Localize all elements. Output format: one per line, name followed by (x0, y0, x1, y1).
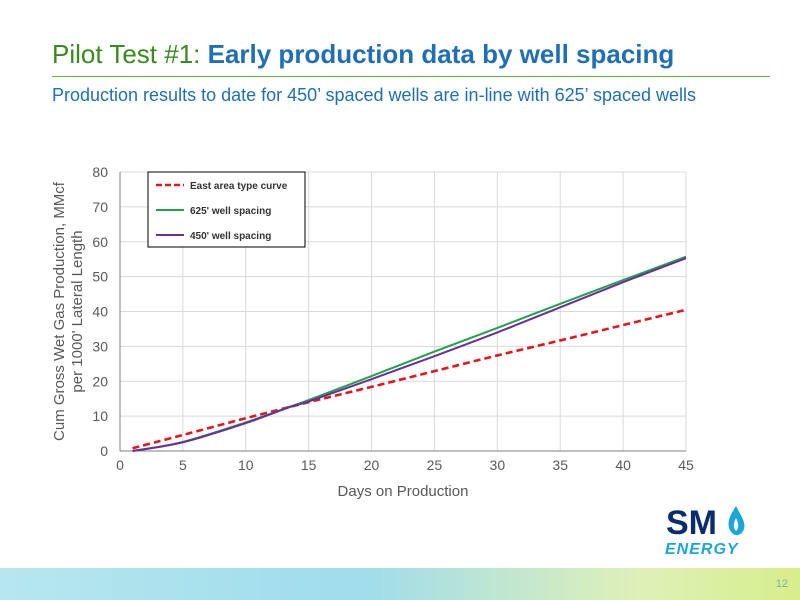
x-tick-label: 0 (116, 457, 124, 473)
y-tick-label: 50 (92, 269, 108, 285)
x-tick-label: 40 (615, 457, 631, 473)
slide-title: Pilot Test #1: Early production data by … (52, 38, 674, 70)
title-prefix: Pilot Test #1: (52, 39, 208, 69)
series-line-2 (132, 257, 687, 452)
page-number: 12 (775, 578, 788, 590)
x-tick-label: 30 (490, 457, 506, 473)
title-divider (52, 76, 770, 77)
legend-label-1: 625' well spacing (190, 206, 271, 217)
logo-top-text: SM (666, 504, 717, 542)
y-tick-label: 20 (92, 373, 108, 389)
legend-label-2: 450' well spacing (190, 231, 271, 242)
x-tick-label: 15 (301, 457, 317, 473)
slide-subtitle: Production results to date for 450’ spac… (52, 85, 697, 105)
x-tick-label: 35 (552, 457, 568, 473)
footer-band (0, 568, 800, 600)
x-tick-label: 20 (364, 457, 380, 473)
y-tick-label: 80 (92, 164, 108, 180)
production-chart: 0 5 10 15 20 25 30 35 40 45 0 10 20 30 40 50 60 70 80 Days … (51, 164, 694, 500)
series-line-1 (132, 255, 687, 452)
x-tick-label: 10 (238, 457, 254, 473)
logo-bottom-text: ENERGY (665, 541, 739, 558)
flame-inner-icon (733, 518, 739, 531)
x-tick-label: 5 (179, 457, 187, 473)
y-axis-label: Cum Gross Wet Gas Production, MMcf (51, 181, 68, 441)
y-tick-label: 30 (92, 338, 108, 354)
legend-label-0: East area type curve (190, 181, 288, 192)
sm-energy-logo: SM ENERGY (665, 504, 745, 558)
x-tick-label: 45 (678, 457, 694, 473)
title-bold: Early production data by well spacing (207, 39, 675, 69)
y-tick-label: 40 (92, 304, 108, 320)
x-tick-label: 25 (427, 457, 443, 473)
x-axis-label: Days on Production (338, 483, 469, 500)
y-tick-label: 0 (100, 443, 108, 459)
series-line-0 (132, 308, 687, 450)
y-axis-label: per 1000' Lateral Length (69, 230, 86, 392)
y-tick-label: 70 (92, 199, 108, 215)
y-tick-label: 10 (92, 408, 108, 424)
y-tick-label: 60 (92, 234, 108, 250)
